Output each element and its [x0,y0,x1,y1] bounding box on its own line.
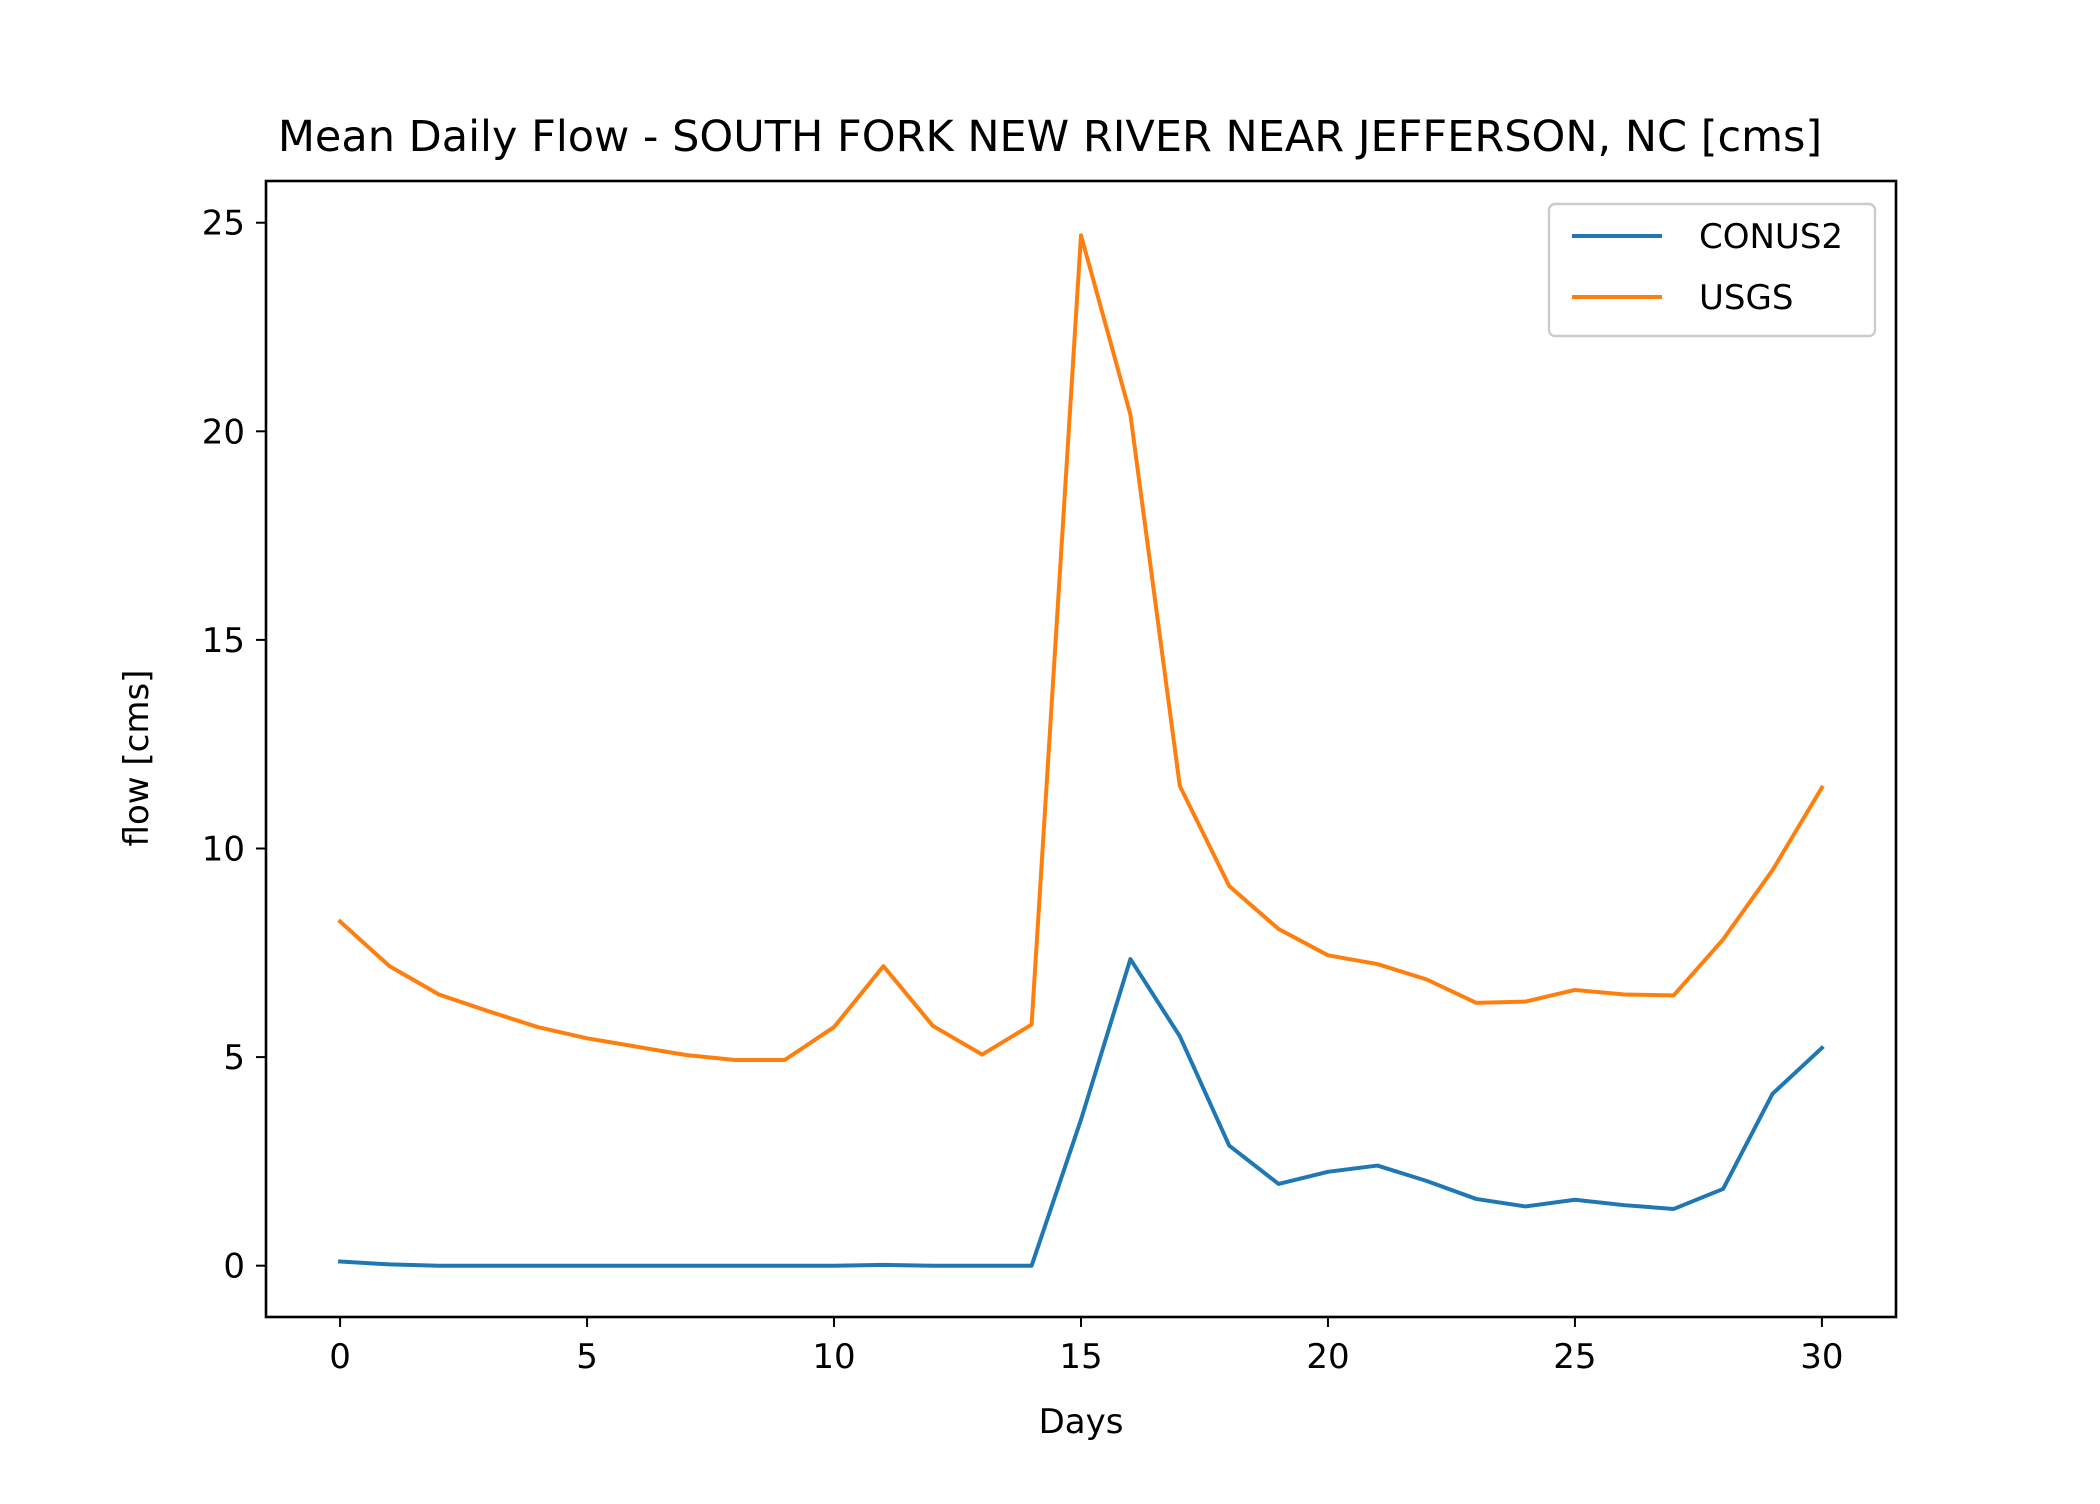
legend: CONUS2 USGS [1547,202,1877,338]
x-tick-label: 0 [329,1337,351,1377]
x-tick-label: 30 [1800,1337,1843,1377]
x-tick-label: 20 [1306,1337,1349,1377]
y-tick-label: 25 [202,204,245,244]
chart-title: Mean Daily Flow - SOUTH FORK NEW RIVER N… [278,112,1822,162]
y-tick-label: 0 [223,1247,245,1287]
axis-ticks: 0 5 10 15 20 25 30 0 5 10 15 20 25 [202,204,1844,1377]
x-tick-label: 25 [1553,1337,1596,1377]
y-tick-label: 15 [202,621,245,661]
x-axis-label: Days [1039,1402,1124,1442]
series-layer [337,233,1825,1268]
series-line-usgs [337,233,1825,1063]
x-tick-label: 15 [1059,1337,1102,1377]
legend-label-conus2: CONUS2 [1699,217,1843,257]
y-tick-label: 5 [223,1038,245,1078]
y-tick-label: 10 [202,829,245,869]
x-tick-label: 5 [576,1337,598,1377]
series-line-conus2 [337,957,1825,1268]
y-axis-label: flow [cms] [117,670,157,847]
legend-label-usgs: USGS [1699,278,1793,318]
y-tick-label: 20 [202,412,245,452]
x-tick-label: 10 [812,1337,855,1377]
plot-area-frame [264,179,1898,1319]
